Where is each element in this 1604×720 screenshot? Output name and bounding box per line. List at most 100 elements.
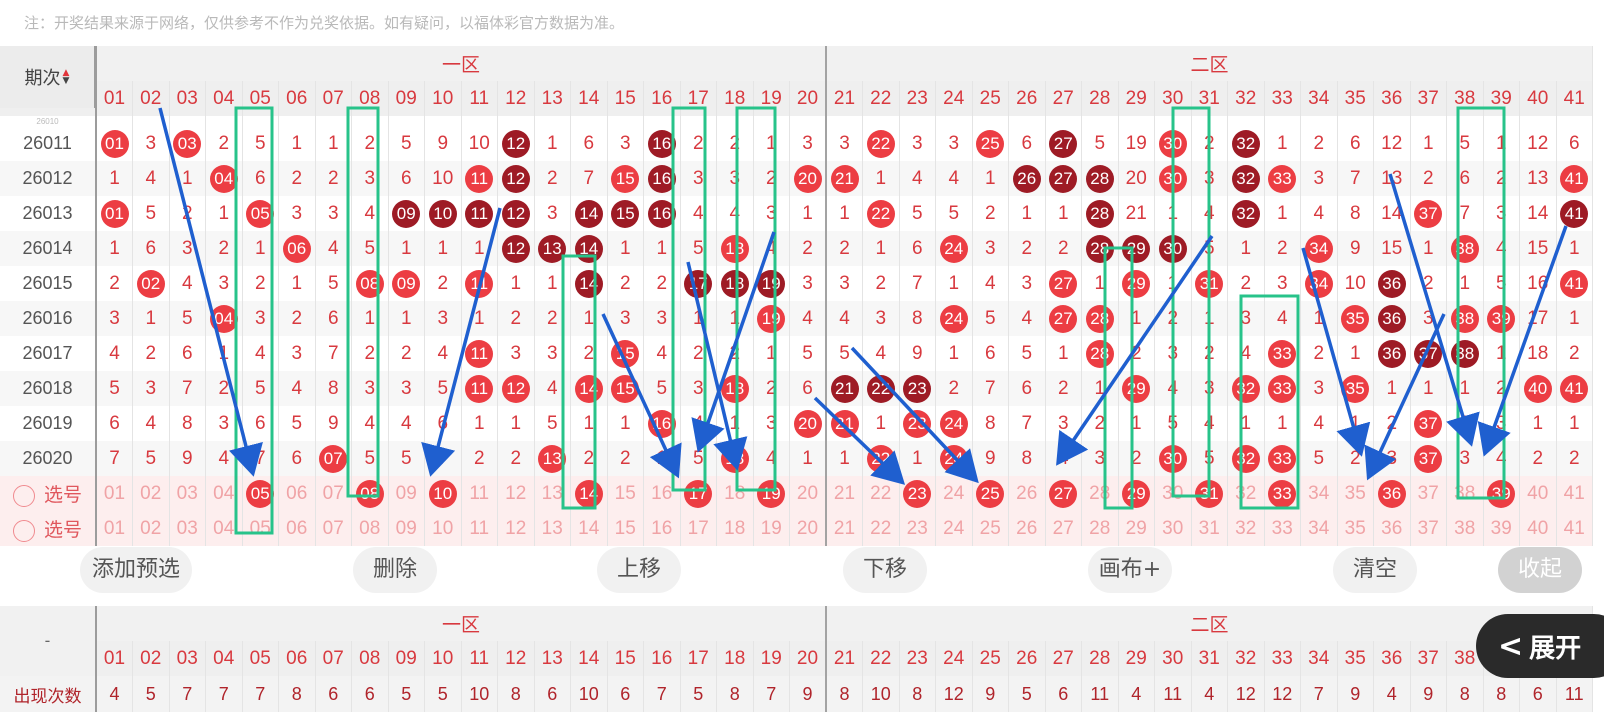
picked-ball[interactable]: 27 (1049, 479, 1078, 508)
select-number-cell[interactable]: 31 (1191, 476, 1228, 511)
picked-ball[interactable]: 10 (428, 479, 457, 508)
select-number-cell[interactable]: 16 (643, 511, 681, 546)
select-number-cell[interactable]: 15 (607, 476, 644, 511)
select-number-cell[interactable]: 38 (1446, 476, 1484, 511)
select-number-cell[interactable]: 02 (132, 511, 170, 546)
select-number-cell[interactable]: 29 (1118, 476, 1155, 511)
select-number-cell[interactable]: 10 (424, 511, 462, 546)
picked-ball[interactable]: 14 (574, 479, 603, 508)
select-number-cell[interactable]: 04 (205, 476, 243, 511)
expand-button[interactable]: < 展开 (1476, 614, 1604, 678)
select-number-cell[interactable]: 37 (1410, 511, 1447, 546)
select-number-cell[interactable]: 14 (570, 511, 608, 546)
picked-ball[interactable]: 39 (1487, 479, 1516, 508)
move-down-button[interactable]: 下移 (843, 547, 927, 593)
select-number-cell[interactable]: 34 (1300, 511, 1338, 546)
select-number-cell[interactable]: 30 (1154, 476, 1192, 511)
select-number-cell[interactable]: 12 (497, 476, 535, 511)
select-number-cell[interactable]: 32 (1227, 476, 1265, 511)
picked-ball[interactable]: 17 (684, 479, 713, 508)
select-number-cell[interactable]: 14 (570, 476, 608, 511)
select-number-cell[interactable]: 21 (826, 476, 863, 511)
select-number-cell[interactable]: 26 (1008, 511, 1046, 546)
select-number-cell[interactable]: 06 (278, 476, 316, 511)
picked-ball[interactable]: 19 (757, 479, 786, 508)
picked-ball[interactable]: 29 (1122, 479, 1151, 508)
select-number-cell[interactable]: 17 (680, 511, 717, 546)
select-number-cell[interactable]: 19 (753, 476, 790, 511)
select-number-cell[interactable]: 39 (1483, 476, 1520, 511)
add-preselect-button[interactable]: 添加预选 (80, 547, 192, 593)
select-number-cell[interactable]: 07 (315, 476, 352, 511)
picked-ball[interactable]: 05 (246, 479, 275, 508)
select-number-cell[interactable]: 08 (351, 511, 389, 546)
move-up-button[interactable]: 上移 (597, 547, 681, 593)
select-number-cell[interactable]: 17 (680, 476, 717, 511)
select-number-cell[interactable]: 31 (1191, 511, 1228, 546)
select-number-cell[interactable]: 22 (862, 476, 900, 511)
select-number-cell[interactable]: 12 (497, 511, 535, 546)
select-number-cell[interactable]: 32 (1227, 511, 1265, 546)
select-number-cell[interactable]: 11 (461, 476, 498, 511)
select-number-cell[interactable]: 29 (1118, 511, 1155, 546)
select-number-cell[interactable]: 10 (424, 476, 462, 511)
select-number-cell[interactable]: 36 (1373, 511, 1411, 546)
canvas-plus-button[interactable]: 画布+ (1088, 547, 1172, 593)
select-number-cell[interactable]: 20 (789, 511, 827, 546)
picked-ball[interactable]: 23 (903, 479, 932, 508)
select-number-cell[interactable]: 41 (1556, 511, 1593, 546)
select-number-cell[interactable]: 01 (96, 476, 133, 511)
select-number-cell[interactable]: 40 (1519, 511, 1557, 546)
select-number-cell[interactable]: 16 (643, 476, 681, 511)
select-number-cell[interactable]: 37 (1410, 476, 1447, 511)
select-number-cell[interactable]: 25 (972, 511, 1009, 546)
select-number-cell[interactable]: 11 (461, 511, 498, 546)
select-number-cell[interactable]: 18 (716, 511, 754, 546)
select-number-cell[interactable]: 08 (351, 476, 389, 511)
picked-ball[interactable]: 31 (1195, 479, 1224, 508)
select-number-cell[interactable]: 26 (1008, 476, 1046, 511)
select-number-cell[interactable]: 27 (1045, 476, 1082, 511)
select-number-cell[interactable]: 41 (1556, 476, 1593, 511)
select-number-cell[interactable]: 13 (534, 511, 571, 546)
select-number-cell[interactable]: 23 (899, 511, 936, 546)
select-number-cell[interactable]: 24 (935, 511, 973, 546)
select-number-cell[interactable]: 05 (242, 476, 279, 511)
select-number-cell[interactable]: 38 (1446, 511, 1484, 546)
picked-ball[interactable]: 25 (976, 479, 1005, 508)
radio-icon[interactable] (12, 519, 35, 542)
radio-icon[interactable] (12, 484, 35, 507)
select-number-cell[interactable]: 09 (388, 476, 425, 511)
select-number-cell[interactable]: 02 (132, 476, 170, 511)
select-number-cell[interactable]: 07 (315, 511, 352, 546)
select-number-cell[interactable]: 34 (1300, 476, 1338, 511)
select-number-cell[interactable]: 01 (96, 511, 133, 546)
select-row-label[interactable]: 选号 (0, 511, 97, 546)
select-number-cell[interactable]: 03 (169, 511, 206, 546)
select-number-cell[interactable]: 03 (169, 476, 206, 511)
select-number-cell[interactable]: 28 (1081, 511, 1119, 546)
picked-ball[interactable]: 36 (1377, 479, 1406, 508)
select-number-cell[interactable]: 22 (862, 511, 900, 546)
select-number-cell[interactable]: 23 (899, 476, 936, 511)
delete-button[interactable]: 删除 (353, 547, 437, 593)
select-number-cell[interactable]: 40 (1519, 476, 1557, 511)
select-number-cell[interactable]: 35 (1337, 476, 1374, 511)
select-number-cell[interactable]: 28 (1081, 476, 1119, 511)
select-number-cell[interactable]: 30 (1154, 511, 1192, 546)
select-number-cell[interactable]: 25 (972, 476, 1009, 511)
select-number-cell[interactable]: 33 (1264, 511, 1301, 546)
select-number-cell[interactable]: 33 (1264, 476, 1301, 511)
select-number-cell[interactable]: 21 (826, 511, 863, 546)
select-row-label[interactable]: 选号 (0, 476, 97, 511)
select-number-cell[interactable]: 20 (789, 476, 827, 511)
select-number-cell[interactable]: 36 (1373, 476, 1411, 511)
select-number-cell[interactable]: 18 (716, 476, 754, 511)
picked-ball[interactable]: 33 (1268, 479, 1297, 508)
picked-ball[interactable]: 08 (355, 479, 384, 508)
select-number-cell[interactable]: 35 (1337, 511, 1374, 546)
select-number-cell[interactable]: 09 (388, 511, 425, 546)
collapse-button[interactable]: 收起 (1498, 547, 1582, 593)
select-number-cell[interactable]: 19 (753, 511, 790, 546)
select-number-cell[interactable]: 27 (1045, 511, 1082, 546)
